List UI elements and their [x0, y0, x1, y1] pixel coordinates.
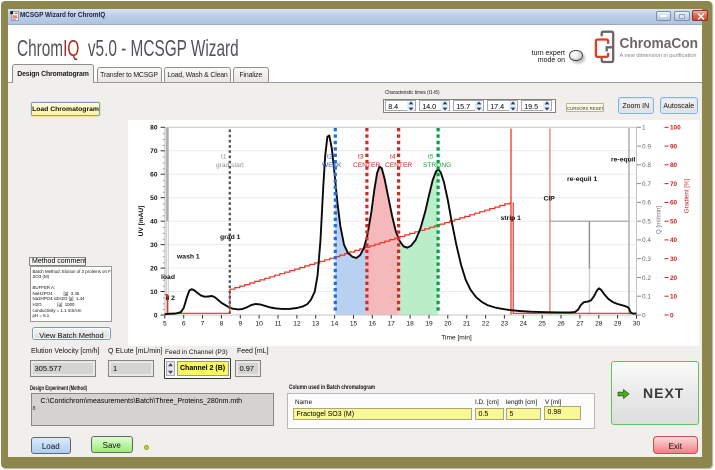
svg-text:17: 17: [388, 321, 396, 328]
svg-text:60: 60: [670, 200, 678, 207]
svg-text:A new dimension in purificatio: A new dimension in purification: [620, 53, 697, 59]
svg-text:50: 50: [670, 219, 678, 226]
svg-text:CENTER: CENTER: [353, 162, 380, 169]
svg-text:20: 20: [150, 265, 158, 272]
svg-text:30: 30: [633, 321, 641, 328]
svg-text:20: 20: [444, 321, 452, 328]
svg-text:16: 16: [369, 321, 377, 328]
svg-text:11: 11: [275, 321, 282, 328]
svg-text:0.6: 0.6: [642, 200, 651, 207]
svg-text:24: 24: [520, 321, 528, 328]
svg-text:5: 5: [163, 321, 167, 328]
svg-text:22: 22: [482, 321, 490, 328]
svg-text:21: 21: [463, 321, 471, 328]
svg-text:wash 1: wash 1: [176, 254, 200, 261]
svg-text:1: 1: [642, 125, 646, 132]
svg-text:80: 80: [150, 125, 158, 132]
svg-text:40: 40: [150, 219, 158, 226]
svg-text:0.9: 0.9: [642, 143, 651, 150]
svg-text:70: 70: [670, 181, 678, 188]
svg-text:14: 14: [331, 321, 339, 328]
svg-text:load: load: [161, 274, 175, 281]
svg-text:0.2: 0.2: [642, 275, 651, 282]
svg-text:0.4: 0.4: [642, 237, 651, 244]
svg-text:90: 90: [670, 143, 678, 150]
svg-text:t1: t1: [221, 154, 227, 161]
svg-text:40: 40: [670, 237, 678, 244]
svg-text:strip 1: strip 1: [501, 215, 522, 222]
svg-text:60: 60: [150, 172, 158, 179]
svg-text:grad start: grad start: [216, 162, 244, 169]
svg-text:t4: t4: [390, 154, 396, 161]
svg-text:6: 6: [182, 321, 186, 328]
svg-text:70: 70: [150, 148, 158, 155]
svg-text:UV [mAU]: UV [mAU]: [138, 206, 145, 237]
svg-text:CENTER: CENTER: [385, 162, 412, 169]
svg-text:13: 13: [312, 321, 320, 328]
svg-text:7: 7: [201, 321, 205, 328]
svg-text:WEAK: WEAK: [322, 162, 342, 169]
svg-text:Gradient [%]: Gradient [%]: [684, 179, 691, 214]
svg-text:CIP: CIP: [544, 196, 556, 203]
svg-text:26: 26: [557, 321, 565, 328]
svg-text:50: 50: [150, 195, 158, 202]
svg-text:25: 25: [539, 321, 547, 328]
svg-text:30: 30: [150, 242, 158, 249]
svg-text:8: 8: [220, 321, 224, 328]
svg-text:Q [ml/min]: Q [ml/min]: [656, 206, 663, 234]
svg-text:28: 28: [595, 321, 603, 328]
svg-text:grad 1: grad 1: [220, 234, 241, 241]
svg-text:0: 0: [154, 312, 158, 319]
svg-text:t3: t3: [358, 154, 364, 161]
svg-text:100: 100: [670, 125, 681, 132]
svg-text:10: 10: [670, 294, 678, 301]
svg-text:0.8: 0.8: [642, 162, 651, 169]
svg-text:9: 9: [238, 321, 242, 328]
svg-text:18: 18: [406, 321, 414, 328]
svg-text:23: 23: [501, 321, 509, 328]
svg-text:19: 19: [425, 321, 433, 328]
svg-text:29: 29: [614, 321, 622, 328]
svg-text:t2: t2: [327, 154, 333, 161]
svg-text:15: 15: [350, 321, 358, 328]
svg-text:0.1: 0.1: [642, 294, 651, 301]
svg-text:re-equil: re-equil: [611, 157, 636, 164]
svg-text:10: 10: [150, 289, 158, 296]
svg-text:t5: t5: [428, 154, 434, 161]
svg-text:STRONG: STRONG: [423, 162, 451, 169]
svg-text:0.7: 0.7: [642, 181, 651, 188]
svg-text:ChromaCon: ChromaCon: [620, 35, 699, 52]
svg-text:0: 0: [670, 312, 674, 319]
svg-text:20: 20: [670, 275, 678, 282]
svg-text:80: 80: [670, 162, 678, 169]
svg-text:0.3: 0.3: [642, 256, 651, 263]
svg-text:re-equil 1: re-equil 1: [567, 176, 597, 183]
svg-text:12: 12: [293, 321, 301, 328]
svg-text:0.5: 0.5: [642, 219, 651, 226]
svg-text:27: 27: [576, 321, 584, 328]
svg-text:0: 0: [642, 312, 646, 319]
svg-text:il 2: il 2: [166, 295, 176, 302]
svg-text:Time [min]: Time [min]: [441, 335, 472, 342]
svg-text:30: 30: [670, 256, 678, 263]
svg-text:10: 10: [255, 321, 263, 328]
